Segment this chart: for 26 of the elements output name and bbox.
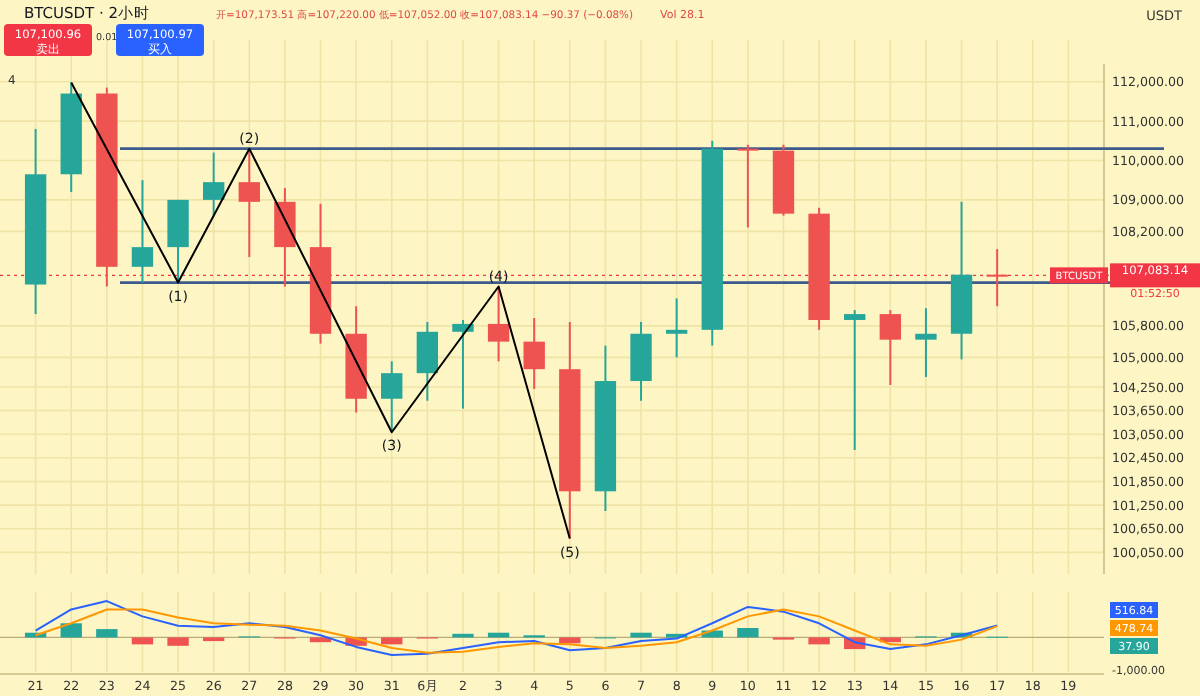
candlestick <box>487 285 510 363</box>
candlestick <box>986 248 1008 308</box>
candlestick <box>274 187 296 288</box>
candlestick <box>416 320 439 402</box>
candlestick <box>167 198 189 284</box>
bar <box>737 628 759 638</box>
line-series <box>70 81 571 540</box>
candlestick <box>879 309 902 386</box>
candlestick <box>523 317 545 390</box>
bar <box>96 629 118 638</box>
candlestick <box>630 320 652 402</box>
candlestick <box>737 143 759 229</box>
candlestick <box>915 307 937 379</box>
bar <box>381 637 403 645</box>
bar <box>559 637 581 644</box>
candlestick <box>452 318 474 410</box>
candlestick <box>202 151 225 217</box>
candlestick <box>381 360 403 434</box>
bar <box>879 637 902 643</box>
bar <box>808 637 830 645</box>
candlestick <box>238 147 260 258</box>
candlestick <box>131 179 154 284</box>
candlestick <box>665 297 688 359</box>
bar <box>167 637 189 646</box>
bar <box>131 637 154 645</box>
candlestick <box>844 309 866 451</box>
